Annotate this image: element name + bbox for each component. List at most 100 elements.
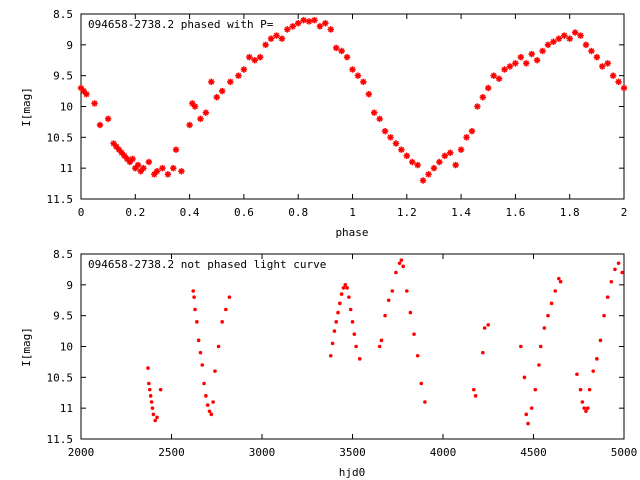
unphased-x-ticks: 2000 2500 3000 3500 4000 4500 5000 <box>68 254 638 459</box>
data-point <box>334 320 339 324</box>
data-point <box>609 72 617 79</box>
x-tick-label: 0.2 <box>125 206 145 219</box>
x-tick-label: 4500 <box>520 446 547 459</box>
data-point <box>195 320 199 324</box>
x-tick-label: 5000 <box>611 446 638 459</box>
data-point <box>191 289 196 293</box>
data-point <box>227 78 234 86</box>
data-point <box>145 158 153 166</box>
phased-points <box>77 16 628 184</box>
data-point <box>193 307 197 312</box>
x-tick-label: 2000 <box>68 446 95 459</box>
data-point <box>305 18 313 25</box>
data-point <box>447 149 454 156</box>
y-tick-label: 9.5 <box>53 310 73 323</box>
data-point <box>414 161 421 169</box>
data-point <box>164 171 172 178</box>
unphased-panel: 8.5 9 9.5 10 10.5 11 11.5 2000 2500 3000 3500 4000… <box>20 248 637 479</box>
data-point <box>598 338 603 343</box>
data-point <box>204 394 208 398</box>
data-point <box>586 406 590 410</box>
data-point <box>482 326 487 330</box>
data-point <box>613 267 617 272</box>
data-point <box>246 53 253 61</box>
data-point <box>178 168 185 175</box>
x-tick-label: 0.8 <box>288 206 308 219</box>
data-point <box>588 47 595 55</box>
data-point <box>134 161 142 169</box>
data-point <box>213 94 220 101</box>
data-point <box>354 344 358 349</box>
data-point <box>278 35 286 42</box>
y-tick-label: 10.5 <box>47 131 74 144</box>
data-point <box>615 78 622 86</box>
data-point <box>338 47 345 55</box>
data-point <box>170 164 177 172</box>
data-point <box>295 20 302 27</box>
data-point <box>129 155 136 163</box>
data-point <box>345 286 349 290</box>
data-point <box>539 47 546 55</box>
data-point <box>267 35 275 42</box>
data-point <box>376 115 383 123</box>
data-point <box>394 270 398 275</box>
x-tick-label: 1 <box>349 206 356 219</box>
data-point <box>91 100 98 107</box>
y-tick-label: 10 <box>60 101 73 114</box>
data-point <box>526 421 530 426</box>
data-point <box>328 353 333 358</box>
data-point <box>159 164 166 172</box>
data-point <box>558 279 563 284</box>
data-point <box>425 171 432 178</box>
phased-xlabel: phase <box>335 226 368 239</box>
data-point <box>330 341 335 346</box>
data-point <box>517 53 525 61</box>
data-point <box>486 323 491 327</box>
data-point <box>208 78 215 86</box>
data-point <box>538 344 543 349</box>
data-point <box>343 53 351 61</box>
data-point <box>332 329 337 333</box>
data-point <box>341 286 346 290</box>
data-point <box>390 289 395 293</box>
data-point <box>379 338 384 343</box>
data-point <box>186 121 193 129</box>
data-point <box>227 295 232 299</box>
data-point <box>205 403 210 407</box>
data-point <box>284 26 291 33</box>
data-point <box>481 350 485 355</box>
data-point <box>401 264 405 269</box>
y-tick-label: 9 <box>66 279 73 292</box>
x-tick-label: 2500 <box>158 446 185 459</box>
data-point <box>211 400 215 404</box>
data-point <box>463 134 470 141</box>
data-point <box>550 38 557 45</box>
x-tick-label: 0 <box>78 206 85 219</box>
data-point <box>479 94 487 101</box>
y-tick-label: 8.5 <box>53 8 73 21</box>
data-point <box>333 44 340 52</box>
phased-ylabel: I[mag] <box>20 87 33 127</box>
data-point <box>262 41 269 49</box>
data-point <box>528 50 535 58</box>
data-point <box>155 415 159 420</box>
data-point <box>490 72 497 79</box>
data-point <box>533 387 538 392</box>
unphased-plot-frame <box>80 253 625 440</box>
y-tick-label: 10 <box>60 341 73 354</box>
data-point <box>316 23 324 30</box>
data-point <box>383 313 387 318</box>
data-point <box>218 87 226 95</box>
data-point <box>582 406 586 410</box>
y-tick-label: 11.5 <box>47 433 74 446</box>
data-point <box>146 366 150 370</box>
unphased-title: 094658-2738.2 not phased light curve <box>88 258 326 271</box>
data-point <box>553 289 558 293</box>
x-tick-label: 1.2 <box>397 206 417 219</box>
data-point <box>544 41 552 49</box>
data-point <box>311 16 318 24</box>
data-point <box>602 313 606 318</box>
data-point <box>523 60 530 67</box>
data-point <box>474 103 481 110</box>
data-point <box>575 372 579 377</box>
